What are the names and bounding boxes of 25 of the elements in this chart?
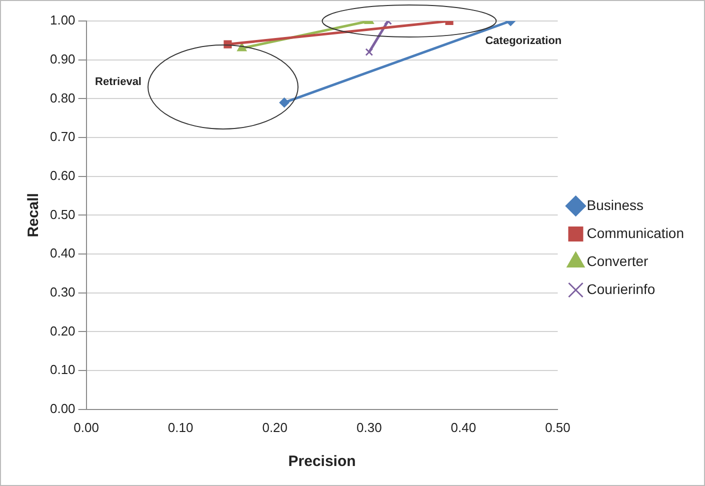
x-tick-label: 0.50 — [545, 420, 570, 435]
y-tick-label: 0.60 — [50, 168, 76, 183]
legend-label: Business — [586, 196, 644, 213]
y-axis-title: Recall — [25, 193, 42, 238]
y-tick-label: 0.00 — [50, 400, 76, 416]
x-axis-title: Precision — [288, 453, 356, 470]
x-tick-label: 0.10 — [168, 420, 194, 435]
legend-label: Courierinfo — [586, 280, 656, 297]
annotation: Categorization — [485, 35, 562, 48]
y-tick-label: 0.70 — [50, 129, 76, 144]
y-tick-label: 0.10 — [50, 362, 76, 378]
y-tick-label: 0.30 — [50, 284, 76, 300]
x-tick-label: 0.40 — [450, 420, 476, 435]
legend-label: Converter — [586, 252, 649, 269]
x-tick-label: 0.00 — [74, 420, 99, 435]
y-tick-label: 0.90 — [50, 51, 76, 66]
x-tick-label: 0.30 — [356, 420, 382, 435]
y-tick-label: 0.20 — [50, 323, 76, 338]
y-tick-label: 1.00 — [50, 12, 76, 28]
y-tick-label: 0.40 — [50, 246, 76, 261]
y-tick-label: 0.80 — [50, 90, 76, 106]
x-tick-label: 0.20 — [262, 420, 288, 435]
legend-label: Communication — [586, 224, 684, 241]
annotation: Retrieval — [95, 76, 142, 88]
y-tick-label: 0.50 — [50, 206, 76, 222]
